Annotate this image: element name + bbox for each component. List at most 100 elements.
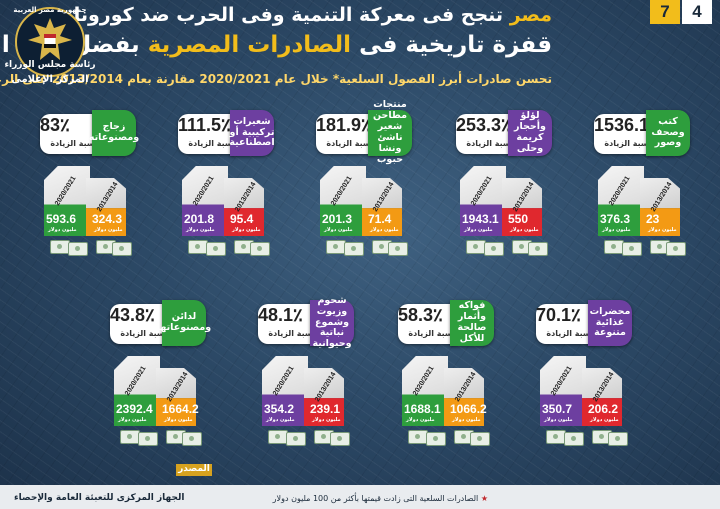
card-header: 1536.1٪ نسبة الزيادة كتب وصحف وصور xyxy=(594,110,690,158)
money-stack-icon xyxy=(528,242,548,256)
value-2013-2014: 550 xyxy=(508,212,529,226)
bar-2013-2014 xyxy=(444,368,484,426)
bar-2020-2021 xyxy=(320,166,366,236)
money-stack-icon xyxy=(426,432,446,446)
category-label: كتب وصحف وصور xyxy=(646,110,690,156)
value-2020-2021: 2392.4 xyxy=(116,402,153,416)
category-label: لؤلؤ وأحجار كريمة وحلى xyxy=(508,110,552,156)
bar-2013-2014-front xyxy=(444,398,484,426)
money-stack-icon xyxy=(250,242,270,256)
value-2020-2021: 350.7 xyxy=(542,402,573,416)
unit-label: مليون دولار xyxy=(94,227,123,233)
bar-2020-2021-top xyxy=(460,166,506,205)
bar-2013-2014-top xyxy=(502,178,542,209)
bar-2013-2014-top xyxy=(640,178,680,209)
unit-label: مليون دولار xyxy=(118,417,147,423)
bar-2013-2014 xyxy=(502,178,542,236)
bar-2013-2014-top xyxy=(444,368,484,399)
bar-2013-2014-front xyxy=(156,398,196,426)
money-stack-icon xyxy=(546,430,566,444)
increase-pill xyxy=(258,304,316,344)
unit-label: مليون دولار xyxy=(464,227,493,233)
category-label: منتجات مطاحن شعير ناشئ ونشا حبوب xyxy=(368,99,412,165)
value-2013-2014: 1664.2 xyxy=(162,402,199,416)
card-header: 253.3٪ نسبة الزيادة لؤلؤ وأحجار كريمة وحلى xyxy=(456,110,552,158)
export-card: 181.9٪ نسبة الزيادة منتجات مطاحن شعير ناشئ… xyxy=(316,99,412,284)
bar-2020-2021 xyxy=(44,166,90,236)
bar-2013-2014-top xyxy=(582,368,622,399)
export-card: 1536.1٪ نسبة الزيادة كتب وصحف وصور 2020/202… xyxy=(594,110,690,284)
bar-2020-2021 xyxy=(540,356,586,426)
bar-2020-2021-top xyxy=(182,166,228,205)
category-label: فواكه وأثمار صالحة للأكل xyxy=(450,300,494,346)
increase-percent: 70.1٪ xyxy=(536,305,581,325)
value-2013-2014: 23 xyxy=(646,212,660,226)
bar-2020-2021 xyxy=(402,356,448,426)
value-2020-2021: 1943.1 xyxy=(462,212,499,226)
category-label: شحوم وزيوت وشموع نباتية وحيوانية xyxy=(310,295,354,349)
footnote-text: الصادرات السلعية التى زادت قيمتها بأكثر … xyxy=(272,494,479,503)
increase-label: نسبة الزيادة xyxy=(326,139,374,148)
value-2020-2021: 201.3 xyxy=(322,212,353,226)
unit-label: مليون دولار xyxy=(232,227,261,233)
bar-2013-2014-front xyxy=(502,208,542,236)
bar-2013-2014-top xyxy=(86,178,126,209)
unit-label: مليون دولار xyxy=(590,417,619,423)
card-header: 58.3٪ نسبة الزيادة فواكه وأثمار صالحة للأك… xyxy=(398,300,494,348)
unit-label: مليون دولار xyxy=(312,417,341,423)
bar-2013-2014-top xyxy=(362,178,402,209)
bar-2013-2014-front xyxy=(224,208,264,236)
money-stack-icon xyxy=(268,430,288,444)
money-stack-icon xyxy=(206,242,226,256)
increase-percent: 43.8٪ xyxy=(110,305,155,325)
headline-rest: تنجح فى معركة التنمية وفى الحرب ضد كورون… xyxy=(59,4,504,26)
bar-2020-2021-front xyxy=(540,394,586,426)
headline: مصر تنجح فى معركة التنمية وفى الحرب ضد ك… xyxy=(59,4,552,26)
category-label: شعيرات تركيبية أو اصطناعية xyxy=(229,110,275,156)
bar-2020-2021-front xyxy=(460,204,506,236)
value-2020-2021: 376.3 xyxy=(600,212,631,226)
unit-label: مليون دولار xyxy=(370,227,399,233)
value-2013-2014: 206.2 xyxy=(588,402,619,416)
unit-label: مليون دولار xyxy=(266,417,295,423)
value-2013-2014: 71.4 xyxy=(368,212,392,226)
money-stack-icon xyxy=(666,242,686,256)
card-header: 181.9٪ نسبة الزيادة منتجات مطاحن شعير ناشئ… xyxy=(316,99,412,165)
unit-label: مليون دولار xyxy=(602,227,631,233)
increase-label: نسبة الزيادة xyxy=(188,139,236,148)
value-2013-2014: 324.3 xyxy=(92,212,123,226)
export-card: 70.1٪ نسبة الزيادة محضرات غذائية متنوعة 202… xyxy=(536,300,632,474)
category-label: لدائن ومصنوعاتها xyxy=(157,300,211,346)
unit-label: مليون دولار xyxy=(648,227,677,233)
bar-2020-2021-front xyxy=(320,204,366,236)
increase-label: نسبة الزيادة xyxy=(120,329,168,338)
unit-label: مليون دولار xyxy=(186,227,215,233)
money-stack-icon xyxy=(466,240,486,254)
export-card: 111.5٪ نسبة الزيادة شعيرات تركيبية أو اصطن… xyxy=(178,110,275,284)
increase-pill xyxy=(316,114,374,154)
export-card: 43.8٪ نسبة الزيادة لدائن ومصنوعاتها 2020/20… xyxy=(110,300,211,474)
value-2020-2021: 354.2 xyxy=(264,402,295,416)
money-stack-icon xyxy=(388,242,408,256)
bar-2013-2014 xyxy=(224,178,264,236)
bar-2013-2014 xyxy=(582,368,622,426)
source-tag: المصدر xyxy=(176,464,212,476)
bar-2020-2021-front xyxy=(44,204,90,236)
increase-pill xyxy=(536,304,594,344)
increase-label: نسبة الزيادة xyxy=(546,329,594,338)
export-card: 48.1٪ نسبة الزيادة شحوم وزيوت وشموع نباتية… xyxy=(258,295,354,474)
bar-2020-2021 xyxy=(114,356,160,426)
bar-2020-2021-top xyxy=(44,166,90,205)
money-stack-icon xyxy=(372,240,392,254)
value-2020-2021: 201.8 xyxy=(184,212,215,226)
money-stack-icon xyxy=(408,430,428,444)
card-header: 111.5٪ نسبة الزيادة شعيرات تركيبية أو اصطن… xyxy=(178,110,275,158)
value-2013-2014: 239.1 xyxy=(310,402,341,416)
bar-2013-2014 xyxy=(362,178,402,236)
bar-2020-2021-front xyxy=(598,204,644,236)
money-stack-icon xyxy=(470,432,490,446)
increase-label: نسبة الزيادة xyxy=(604,139,652,148)
money-stack-icon xyxy=(622,242,642,256)
bar-2020-2021-front xyxy=(402,394,448,426)
